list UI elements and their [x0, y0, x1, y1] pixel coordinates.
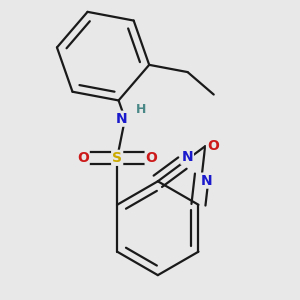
Text: O: O [77, 151, 89, 165]
Text: O: O [207, 139, 219, 153]
Text: O: O [146, 151, 158, 165]
Text: N: N [181, 150, 193, 164]
Text: H: H [136, 103, 146, 116]
Text: S: S [112, 151, 122, 165]
Text: N: N [201, 174, 212, 188]
Text: N: N [116, 112, 128, 126]
